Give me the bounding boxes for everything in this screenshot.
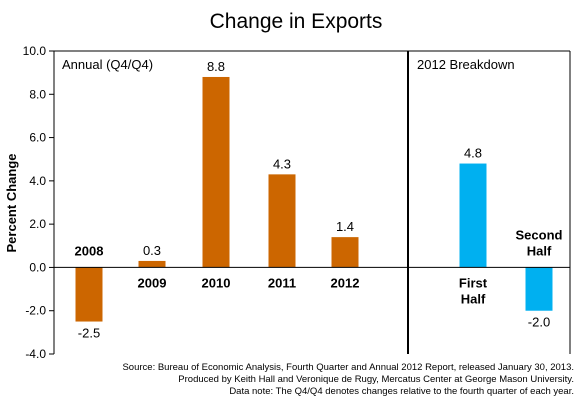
value-label-2009: 0.3 [143, 243, 161, 258]
y-tick-label: -2.0 [25, 304, 46, 318]
value-label-2011: 4.3 [273, 156, 291, 171]
bar-2012 [331, 237, 359, 268]
bar-2011 [268, 174, 296, 268]
category-label-line: Second [516, 227, 563, 242]
source-line: Data note: The Q4/Q4 denotes changes rel… [229, 386, 574, 397]
bar-2010 [202, 76, 230, 268]
category-label-line: Half [527, 243, 552, 258]
chart-title: Change in Exports [210, 10, 383, 33]
bar-first-half [459, 163, 487, 268]
category-label-2009: 2009 [138, 275, 167, 290]
value-label-2008: -2.5 [78, 326, 100, 341]
category-label-2010: 2010 [202, 275, 231, 290]
y-tick-label: 10.0 [23, 44, 47, 58]
y-tick-label: 6.0 [29, 131, 46, 145]
y-tick-label: 0.0 [29, 260, 46, 274]
category-label-2008: 2008 [75, 243, 104, 258]
y-tick-label: 4.0 [29, 174, 46, 188]
y-tick-label: 2.0 [29, 217, 46, 231]
category-label-line: Half [461, 291, 486, 306]
y-axis-label: Percent Change [4, 154, 19, 253]
source-line: Produced by Keith Hall and Veronique de … [178, 374, 574, 385]
bar-2008 [75, 267, 103, 322]
source-note: Source: Bureau of Economic Analysis, Fou… [122, 362, 574, 397]
category-label-2011: 2011 [268, 275, 296, 290]
labels: -2.5 2008 0.3 2009 8.8 2010 4.3 2011 1.4 2012 4.8 F… [75, 59, 563, 341]
panel-label-annual: Annual (Q4/Q4) [62, 57, 153, 72]
y-tick-label: 8.0 [29, 87, 46, 101]
value-label-0: 4.8 [464, 146, 482, 161]
value-label-2010: 8.8 [207, 59, 225, 74]
y-tick-label: -4.0 [25, 347, 46, 361]
value-label-2012: 1.4 [336, 219, 354, 234]
bar-second-half [525, 267, 553, 311]
panel-label-breakdown: 2012 Breakdown [417, 57, 515, 72]
value-label-1: -2.0 [528, 315, 550, 330]
category-label-line: First [459, 275, 488, 290]
bars [75, 76, 553, 322]
category-label-2012: 2012 [331, 275, 360, 290]
y-axis-ticks: 10.0 8.0 6.0 4.0 2.0 0.0 -2.0 -4.0 [23, 44, 54, 361]
bar-2009 [138, 260, 166, 268]
source-line: Source: Bureau of Economic Analysis, Fou… [122, 362, 574, 373]
axes [53, 50, 571, 354]
